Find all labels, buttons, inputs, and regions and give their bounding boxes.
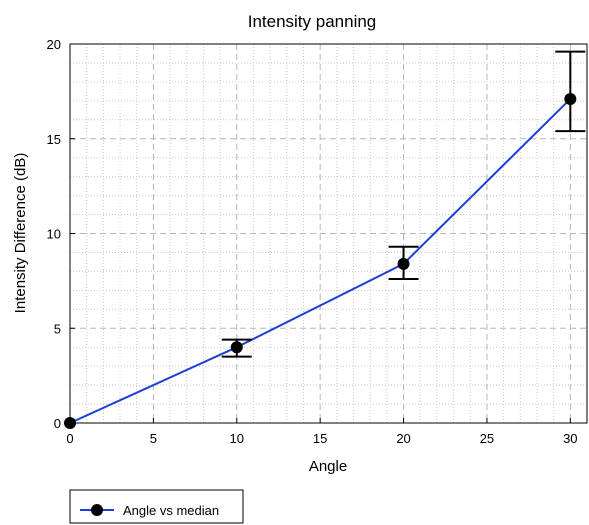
chart-title: Intensity panning xyxy=(248,12,377,31)
y-tick-label: 15 xyxy=(47,132,61,147)
data-point xyxy=(64,417,76,429)
y-axis-label: Intensity Difference (dB) xyxy=(12,153,29,314)
x-axis-label: Angle xyxy=(309,458,347,475)
x-axis: 0 5 10 15 20 25 30 xyxy=(66,418,578,446)
y-tick-label: 20 xyxy=(47,37,61,52)
y-tick-label: 10 xyxy=(47,227,61,242)
y-axis: 0 5 10 15 20 xyxy=(47,37,75,431)
x-tick-label: 25 xyxy=(480,431,494,446)
x-tick-label: 10 xyxy=(230,431,244,446)
data-point xyxy=(230,341,243,354)
data-point xyxy=(397,257,410,270)
x-tick-label: 15 xyxy=(313,431,327,446)
x-tick-label: 30 xyxy=(563,431,577,446)
series-layer xyxy=(64,50,586,429)
data-point xyxy=(564,92,577,105)
series-line xyxy=(69,98,572,424)
x-tick-label: 0 xyxy=(66,431,73,446)
legend: Angle vs median xyxy=(69,489,244,524)
legend-marker xyxy=(91,504,103,516)
minor-grid xyxy=(70,44,588,423)
x-tick-label: 5 xyxy=(150,431,157,446)
x-tick-label: 20 xyxy=(396,431,410,446)
y-tick-label: 0 xyxy=(54,416,61,431)
legend-entry-label: Angle vs median xyxy=(123,503,219,518)
y-tick-label: 5 xyxy=(54,321,61,336)
